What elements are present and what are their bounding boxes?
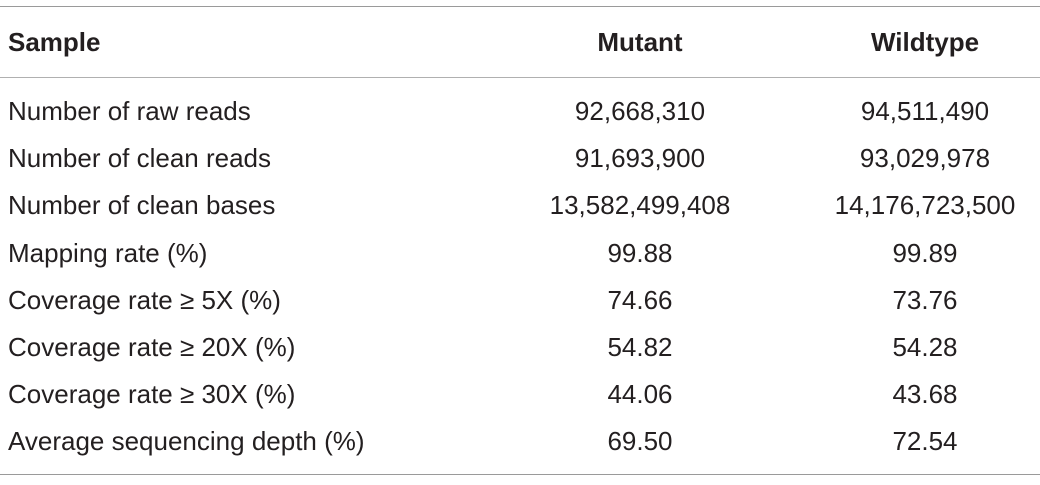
header-row: Sample Mutant Wildtype: [0, 7, 1040, 77]
mutant-value: 99.88: [607, 237, 673, 268]
row-label: Coverage rate ≥ 30X (%): [8, 379, 296, 410]
row-label: Number of clean reads: [8, 143, 272, 174]
header-sample: Sample: [8, 26, 101, 57]
data-table: Sample Mutant Wildtype: [0, 7, 1040, 77]
table-row: Coverage rate ≥ 30X (%) 44.06 43.68: [0, 371, 1040, 418]
wildtype-value: 99.89: [892, 237, 958, 268]
table-row: Mapping rate (%) 99.88 99.89: [0, 230, 1040, 277]
row-label: Average sequencing depth (%): [8, 426, 365, 457]
wildtype-value: 43.68: [892, 379, 958, 410]
header-rule: [0, 77, 1040, 78]
mutant-value: 13,582,499,408: [549, 190, 731, 221]
wildtype-value: 73.76: [892, 284, 958, 315]
data-table-body: Number of raw reads 92,668,310 94,511,490 N…: [0, 78, 1040, 474]
header-mutant: Mutant: [597, 26, 683, 57]
sequencing-stats-table: Sample Mutant Wildtype Number of raw rea…: [0, 6, 1040, 475]
wildtype-value: 94,511,490: [860, 96, 990, 127]
row-label: Number of clean bases: [8, 190, 276, 221]
mutant-value: 91,693,900: [574, 143, 706, 174]
table-row: Number of raw reads 92,668,310 94,511,490: [0, 88, 1040, 135]
row-label: Coverage rate ≥ 5X (%): [8, 284, 281, 315]
wildtype-value: 54.28: [892, 332, 958, 363]
wildtype-value: 14,176,723,500: [834, 190, 1016, 221]
table-top-rule: [0, 6, 1040, 7]
row-label: Coverage rate ≥ 20X (%): [8, 332, 296, 363]
table-row: Average sequencing depth (%) 69.50 72.54: [0, 418, 1040, 465]
table-row: Coverage rate ≥ 5X (%) 74.66 73.76: [0, 277, 1040, 324]
mutant-value: 44.06: [607, 379, 673, 410]
table-row: Number of clean reads 91,693,900 93,029,97…: [0, 135, 1040, 182]
mutant-value: 92,668,310: [574, 96, 706, 127]
table-row: Coverage rate ≥ 20X (%) 54.82 54.28: [0, 324, 1040, 371]
table-bottom-rule: [0, 473, 1040, 475]
row-label: Mapping rate (%): [8, 237, 208, 268]
wildtype-value: 93,029,978: [859, 143, 991, 174]
mutant-value: 54.82: [607, 332, 673, 363]
wildtype-value: 72.54: [892, 426, 958, 457]
row-label: Number of raw reads: [8, 96, 251, 127]
table-row: Number of clean bases 13,582,499,408 14,17…: [0, 182, 1040, 229]
mutant-value: 69.50: [607, 426, 673, 457]
mutant-value: 74.66: [607, 284, 673, 315]
header-wildtype: Wildtype: [870, 26, 980, 57]
